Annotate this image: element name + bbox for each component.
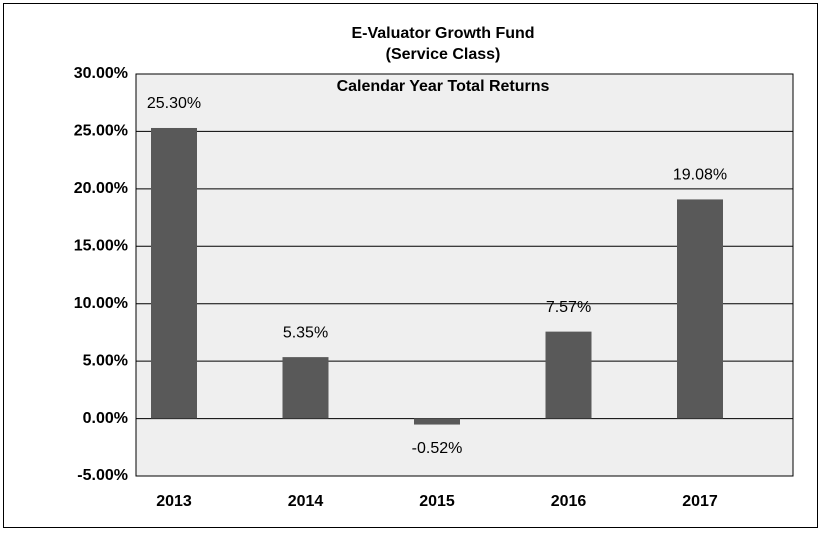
x-tick-label: 2016 (551, 493, 587, 510)
y-tick-label: 15.00% (74, 238, 128, 255)
x-tick-label: 2013 (156, 493, 192, 510)
bar (151, 127, 197, 419)
bar (414, 418, 460, 425)
y-tick-label: -5.00% (77, 467, 128, 484)
data-label: -0.52% (412, 440, 463, 457)
y-tick-label: 20.00% (74, 180, 128, 197)
chart-subtitle: (Service Class) (386, 46, 501, 63)
data-label: 5.35% (283, 324, 328, 341)
x-tick-label: 2015 (419, 493, 455, 510)
data-label: 25.30% (147, 95, 201, 112)
y-tick-label: 30.00% (74, 65, 128, 82)
y-tick-label: 10.00% (74, 295, 128, 312)
bar (677, 199, 723, 419)
x-tick-label: 2017 (682, 493, 718, 510)
annotation: Calendar Year Total Returns (337, 78, 550, 95)
y-tick-label: 0.00% (83, 410, 128, 427)
bar (282, 357, 329, 419)
data-label: 7.57% (546, 299, 591, 316)
bar (545, 331, 592, 419)
y-tick-label: 5.00% (83, 352, 128, 369)
chart-title: E-Valuator Growth Fund (351, 25, 534, 42)
y-tick-label: 25.00% (74, 123, 128, 140)
x-tick-label: 2014 (288, 493, 324, 510)
data-label: 19.08% (673, 167, 727, 184)
